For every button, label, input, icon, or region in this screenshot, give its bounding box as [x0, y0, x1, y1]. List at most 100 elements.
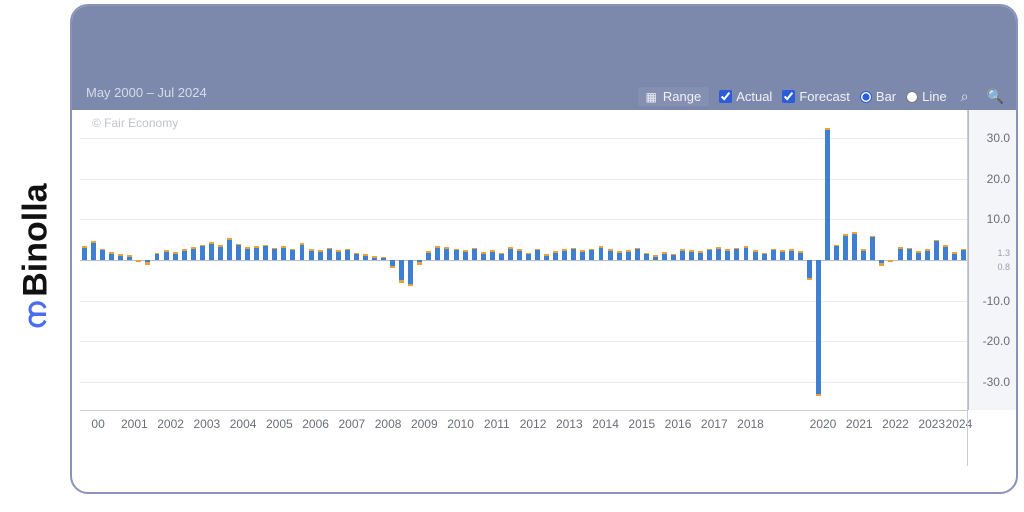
- bar-group: [227, 110, 232, 410]
- y-tick-label-small: 1.3: [997, 248, 1010, 258]
- bar-group: [381, 110, 386, 410]
- bar-group: [309, 110, 314, 410]
- y-axis: 30.020.010.0-10.0-20.0-30.01.30.8: [968, 110, 1016, 410]
- bar-group: [870, 110, 875, 410]
- bar-group: [417, 110, 422, 410]
- chart-header: May 2000 – Jul 2024 Range Actual Forecas…: [72, 6, 1016, 110]
- search-icon[interactable]: ⌕: [957, 88, 973, 105]
- checkbox-forecast-input[interactable]: [782, 90, 795, 103]
- radio-bar-label: Bar: [876, 89, 896, 104]
- x-tick-label: 2024: [946, 417, 973, 431]
- x-tick-label: 2007: [338, 417, 365, 431]
- bar-group: [943, 110, 948, 410]
- bar-group: [127, 110, 132, 410]
- bar-group: [508, 110, 513, 410]
- bar-group: [118, 110, 123, 410]
- x-tick-label: 2017: [701, 417, 728, 431]
- radio-line-label: Line: [922, 89, 947, 104]
- bar-group: [327, 110, 332, 410]
- bar-group: [472, 110, 477, 410]
- bar-group: [281, 110, 286, 410]
- radio-bar[interactable]: Bar: [860, 89, 896, 104]
- x-tick-label: 2003: [193, 417, 220, 431]
- bar-group: [481, 110, 486, 410]
- brand-name: Binolla: [17, 183, 56, 296]
- bar-group: [626, 110, 631, 410]
- bar-group: [145, 110, 150, 410]
- bar-group: [580, 110, 585, 410]
- x-tick-label: 2020: [810, 417, 837, 431]
- bar-group: [290, 110, 295, 410]
- bar-group: [100, 110, 105, 410]
- calendar-icon: [646, 89, 657, 104]
- zoom-icon[interactable]: 🔍: [983, 88, 1008, 105]
- bars-container: [80, 110, 968, 410]
- x-tick-label: 2013: [556, 417, 583, 431]
- bar-group: [662, 110, 667, 410]
- x-tick-label: 2001: [121, 417, 148, 431]
- bar-group: [653, 110, 658, 410]
- radio-line[interactable]: Line: [906, 89, 947, 104]
- bar-group: [934, 110, 939, 410]
- bar-group: [925, 110, 930, 410]
- y-tick-label: -30.0: [983, 375, 1010, 389]
- bar-group: [762, 110, 767, 410]
- bar-group: [236, 110, 241, 410]
- bar-group: [263, 110, 268, 410]
- y-tick-label-small: 0.8: [997, 262, 1010, 272]
- bar-group: [372, 110, 377, 410]
- bar-group: [209, 110, 214, 410]
- x-tick-label: 2016: [665, 417, 692, 431]
- bar-group: [617, 110, 622, 410]
- bar-group: [254, 110, 259, 410]
- bar-group: [408, 110, 413, 410]
- bar-group: [725, 110, 730, 410]
- bar-group: [744, 110, 749, 410]
- plot-right-border: [967, 110, 968, 466]
- brand-icon: ന: [19, 304, 53, 329]
- bar-group: [961, 110, 966, 410]
- bar-group: [517, 110, 522, 410]
- bar-group: [553, 110, 558, 410]
- x-tick-label: 2015: [628, 417, 655, 431]
- radio-line-input[interactable]: [906, 91, 918, 103]
- checkbox-forecast[interactable]: Forecast: [782, 89, 850, 104]
- bar-group: [916, 110, 921, 410]
- y-tick-label: -20.0: [983, 334, 1010, 348]
- bar-group: [599, 110, 604, 410]
- bar-group: [680, 110, 685, 410]
- bar-group: [300, 110, 305, 410]
- bar-group: [608, 110, 613, 410]
- x-tick-label: 2010: [447, 417, 474, 431]
- bar-group: [689, 110, 694, 410]
- bar-group: [82, 110, 87, 410]
- bar-group: [182, 110, 187, 410]
- checkbox-actual[interactable]: Actual: [719, 89, 772, 104]
- bar-group: [952, 110, 957, 410]
- bar-group: [91, 110, 96, 410]
- bar-group: [807, 110, 812, 410]
- bar-group: [707, 110, 712, 410]
- chart-card: May 2000 – Jul 2024 Range Actual Forecas…: [70, 4, 1018, 494]
- bar-group: [363, 110, 368, 410]
- bar-group: [463, 110, 468, 410]
- bar-group: [898, 110, 903, 410]
- checkbox-actual-label: Actual: [736, 89, 772, 104]
- bar-group: [852, 110, 857, 410]
- bar-group: [173, 110, 178, 410]
- bar-group: [843, 110, 848, 410]
- y-tick-label: 10.0: [987, 212, 1010, 226]
- bar-group: [218, 110, 223, 410]
- range-button[interactable]: Range: [638, 87, 710, 106]
- bar-group: [861, 110, 866, 410]
- bar-group: [825, 110, 830, 410]
- bar-group: [780, 110, 785, 410]
- bar-group: [136, 110, 141, 410]
- bar-group: [879, 110, 884, 410]
- bar-group: [544, 110, 549, 410]
- radio-bar-input[interactable]: [860, 91, 872, 103]
- checkbox-actual-input[interactable]: [719, 90, 732, 103]
- bar-group: [109, 110, 114, 410]
- bar-group: [798, 110, 803, 410]
- bar-group: [589, 110, 594, 410]
